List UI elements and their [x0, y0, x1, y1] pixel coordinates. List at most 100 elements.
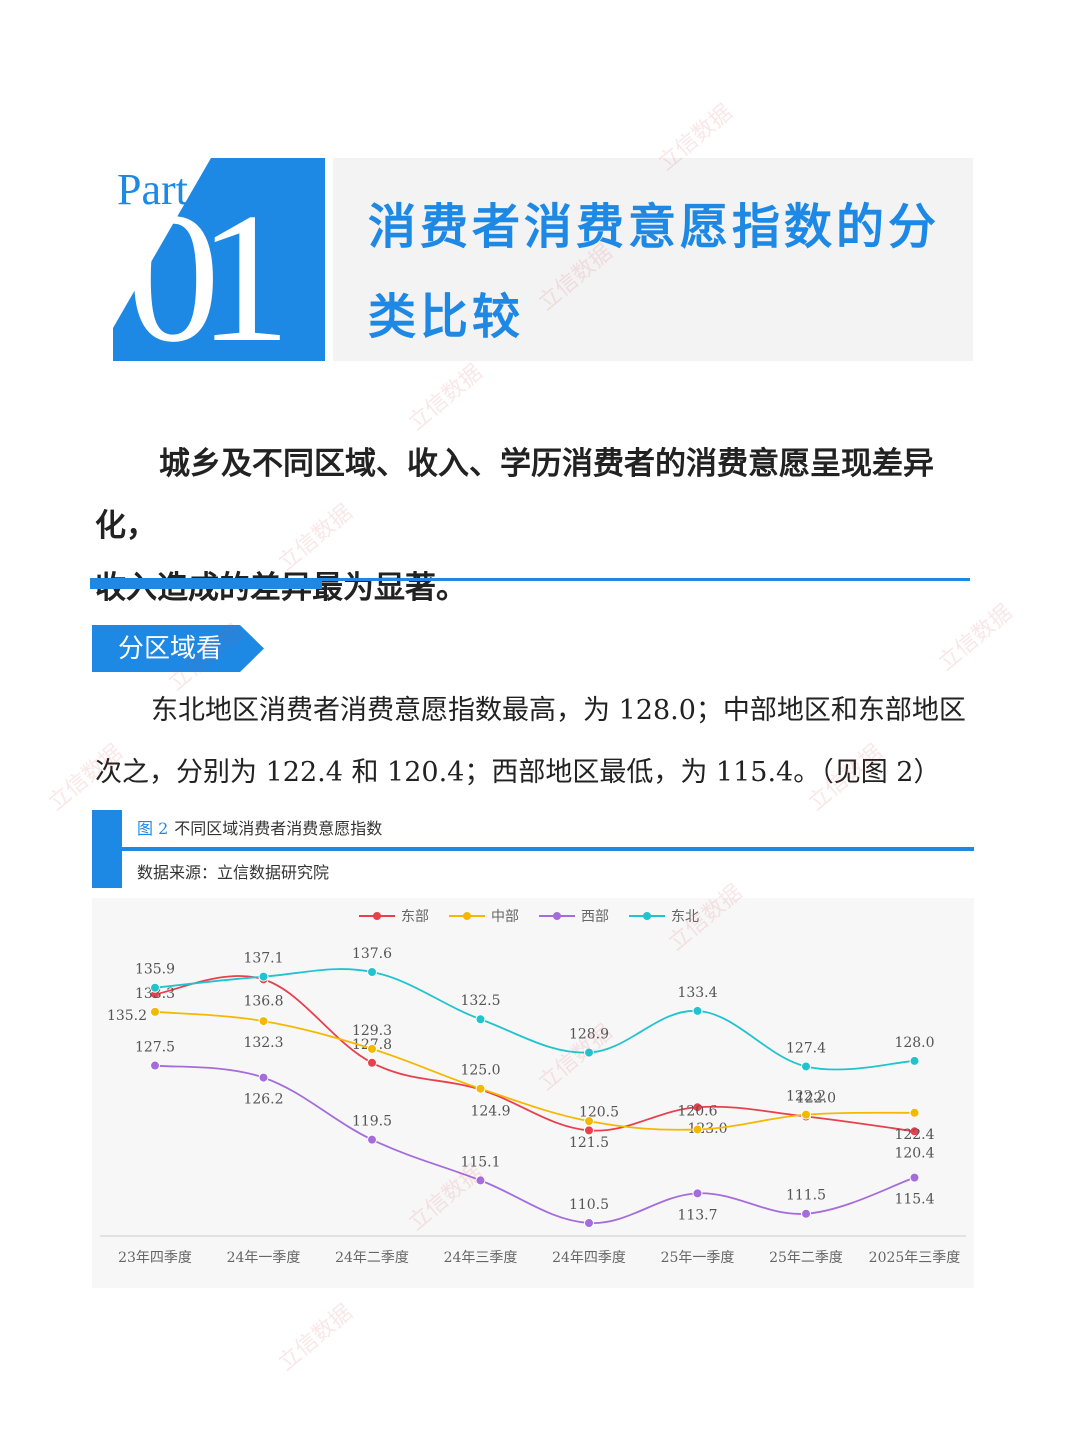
data-point [150, 982, 160, 993]
data-point [909, 1107, 920, 1118]
data-label: 122.2 [786, 1089, 826, 1105]
data-label: 122.4 [894, 1127, 934, 1143]
data-label: 137.1 [243, 951, 283, 967]
section-tag: 分区域看 [92, 625, 264, 672]
series-line [154, 1064, 915, 1224]
data-label: 128.9 [569, 1027, 609, 1043]
data-label: 127.5 [135, 1040, 175, 1056]
data-point [584, 1125, 594, 1136]
legend-label: 西部 [581, 909, 609, 925]
legend-swatch-dot [463, 912, 471, 920]
data-label: 129.3 [352, 1023, 392, 1039]
data-point [584, 1218, 594, 1228]
legend-swatch-dot [553, 912, 561, 920]
data-label: 120.6 [677, 1103, 717, 1119]
legend-label: 东部 [401, 909, 429, 925]
section-paragraph-line-1: 东北地区消费者消费意愿指数最高，为 128.0；中部地区和东部地区 [151, 695, 966, 726]
data-label: 128.0 [894, 1035, 934, 1051]
part-number-block: Part 01 [113, 158, 325, 361]
data-point [367, 1057, 377, 1068]
data-label: 119.5 [352, 1114, 392, 1130]
data-point [367, 1134, 377, 1145]
part-label: Part [117, 165, 188, 214]
data-label: 121.5 [569, 1135, 609, 1151]
separator-line [90, 578, 970, 581]
lead-paragraph: 城乡及不同区域、收入、学历消费者的消费意愿呈现差异化， 收入造成的差异最为显著。 [95, 433, 980, 619]
data-point [475, 1175, 486, 1186]
x-tick-label: 25年二季度 [769, 1250, 843, 1266]
data-point [801, 1061, 811, 1072]
line-chart: 23年四季度 24年一季度 24年二季度 24年三季度 24年四季度 25年一季度 25年二… [100, 909, 966, 1266]
lead-line-1: 城乡及不同区域、收入、学历消费者的消费意愿呈现差异化， [95, 446, 934, 544]
x-tick-label: 24年一季度 [227, 1250, 301, 1266]
data-label: 127.4 [786, 1040, 826, 1056]
title-panel [333, 158, 973, 361]
data-label: 113.7 [677, 1207, 717, 1223]
legend-label: 东北 [671, 909, 699, 925]
figure-number: 图 2 [137, 819, 169, 838]
data-label: 132.5 [460, 993, 500, 1009]
figure-source: 数据来源：立信数据研究院 [137, 863, 330, 882]
series-line [154, 1010, 915, 1131]
legend-swatch-dot [643, 912, 651, 920]
data-point [475, 1014, 486, 1025]
x-tick-label: 25年一季度 [661, 1250, 735, 1266]
data-point [367, 967, 377, 977]
legend-swatch-dot [373, 912, 381, 920]
page-title: 消费者消费意愿指数的分类比较 [368, 199, 941, 345]
data-label: 124.9 [470, 1104, 510, 1120]
data-point [258, 1016, 269, 1027]
figure-caption: 图 2 不同区域消费者消费意愿指数 [137, 818, 382, 840]
series-line [154, 975, 915, 1133]
data-label: 122.0 [796, 1090, 836, 1106]
data-label: 126.2 [243, 1092, 283, 1108]
figure-divider [122, 847, 974, 851]
data-point [801, 1208, 811, 1219]
data-point [909, 1126, 920, 1137]
section-paragraph-line-2: 次之，分别为 122.4 和 120.4；西部地区最低，为 115.4。（见图 … [95, 757, 941, 788]
figure-title: 不同区域消费者消费意愿指数 [174, 819, 383, 838]
x-tick-label: 2025年三季度 [869, 1250, 961, 1266]
data-label: 133.4 [677, 985, 717, 1001]
data-point [692, 1005, 703, 1016]
data-point [475, 1083, 486, 1094]
data-label: 136.8 [243, 993, 283, 1009]
data-label: 120.5 [579, 1104, 619, 1120]
x-tick-label: 24年二季度 [335, 1250, 409, 1266]
data-label: 111.5 [786, 1188, 826, 1204]
part-number: 01 [127, 175, 280, 361]
separator-accent [90, 580, 322, 589]
data-point [367, 1043, 377, 1054]
data-point [584, 1116, 594, 1127]
data-label: 115.1 [460, 1154, 500, 1170]
data-label: 135.9 [135, 962, 175, 978]
watermark-text: 立信数据 [273, 1300, 358, 1376]
section-tag-label: 分区域看 [118, 634, 223, 664]
data-point [909, 1172, 920, 1183]
data-point [692, 1188, 703, 1199]
data-point [584, 1047, 594, 1058]
data-point [692, 1124, 703, 1135]
legend-label: 中部 [491, 909, 519, 925]
data-point [150, 1060, 160, 1071]
chart-area: 23年四季度 24年一季度 24年二季度 24年三季度 24年四季度 25年一季度 25年二… [92, 898, 974, 1288]
data-label: 125.0 [460, 1063, 500, 1079]
figure-accent-bar [92, 810, 122, 888]
section-paragraph: 东北地区消费者消费意愿指数最高，为 128.0；中部地区和东部地区 次之，分别为… [95, 680, 980, 804]
series-line [154, 968, 915, 1071]
data-label: 115.4 [894, 1192, 934, 1208]
x-tick-label: 24年四季度 [552, 1250, 626, 1266]
data-label: 133.3 [135, 986, 175, 1002]
x-tick-label: 24年三季度 [444, 1250, 518, 1266]
data-point [258, 971, 269, 982]
data-point [258, 1072, 269, 1083]
data-label: 137.6 [352, 946, 392, 962]
x-tick-label: 23年四季度 [118, 1250, 192, 1266]
data-point [909, 1055, 920, 1066]
data-label: 135.2 [107, 1008, 147, 1024]
data-label: 132.3 [243, 1035, 283, 1051]
watermark-text: 立信数据 [403, 360, 488, 436]
data-label: 110.5 [569, 1197, 609, 1213]
data-point [801, 1109, 811, 1120]
data-point [692, 1102, 703, 1113]
